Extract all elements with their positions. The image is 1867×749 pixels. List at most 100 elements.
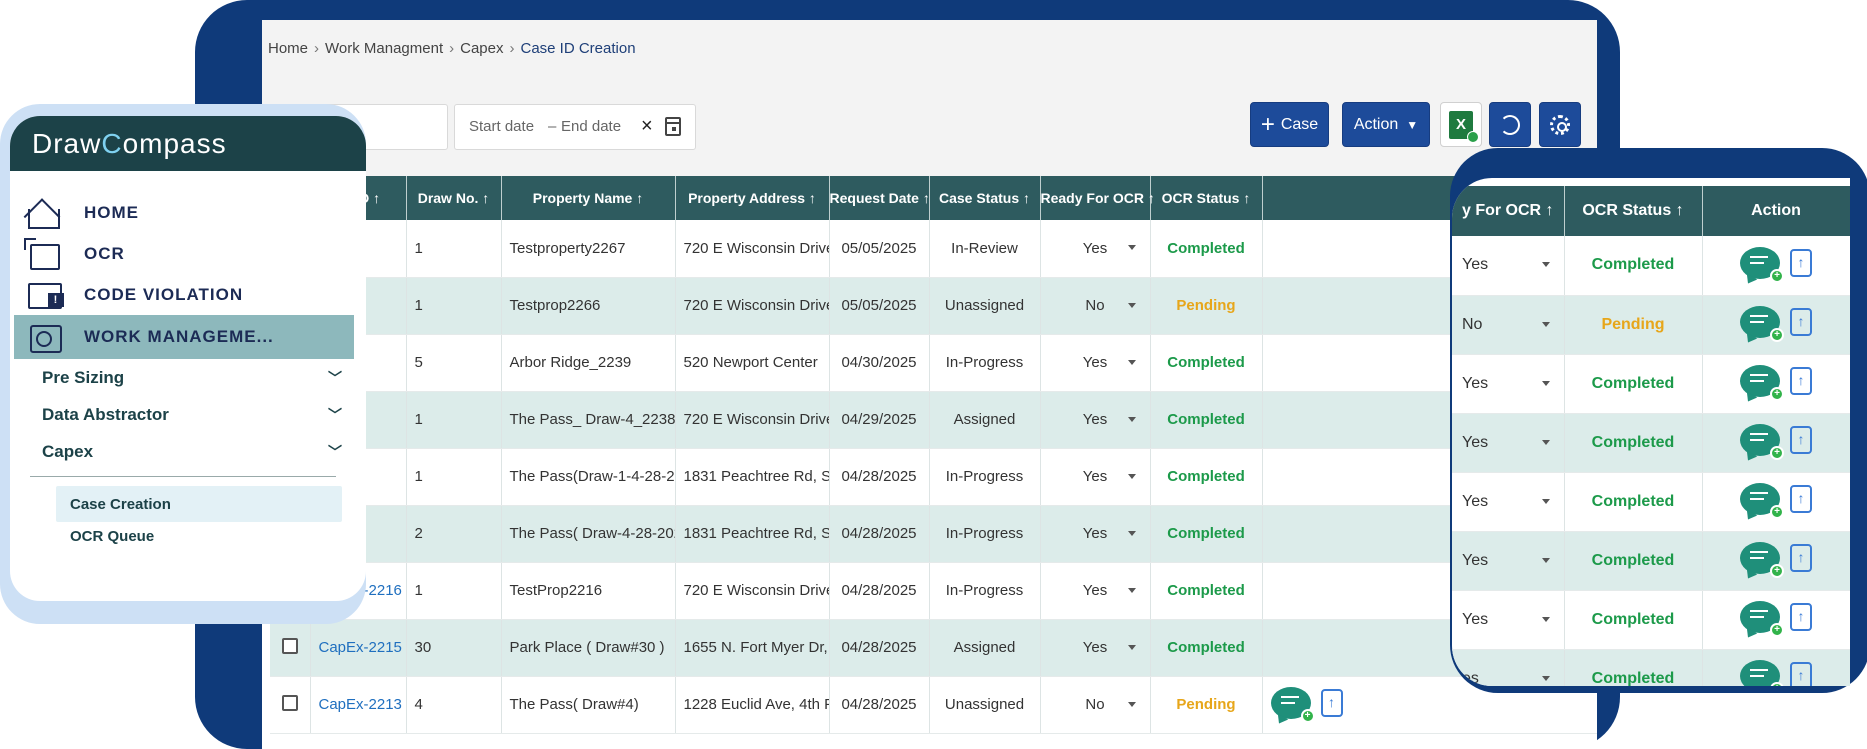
property-name: The Pass( Draw#4)	[501, 676, 676, 734]
sidebar-item-label: HOME	[84, 203, 139, 222]
ready-for-ocr-select[interactable]: Yes	[1040, 391, 1151, 449]
breadcrumb-work-management[interactable]: Work Managment	[325, 40, 444, 57]
add-comment-icon[interactable]: +	[1740, 483, 1784, 519]
breadcrumb-home[interactable]: Home	[268, 40, 309, 57]
header-property-address[interactable]: Property Address ↑	[675, 176, 830, 220]
sidebar-item-code-violation[interactable]: CODE VIOLATION	[24, 273, 364, 317]
ready-for-ocr-select[interactable]: No	[1040, 277, 1151, 335]
ready-for-ocr-select[interactable]: Yes	[1040, 448, 1151, 506]
ready-for-ocr-value: No	[1462, 315, 1483, 333]
ready-for-ocr-select[interactable]: Yes	[1040, 619, 1151, 677]
ready-for-ocr-select[interactable]: Yes	[1452, 472, 1565, 532]
ready-for-ocr-select[interactable]: Yes	[1040, 505, 1151, 563]
property-address: 1228 Euclid Ave, 4th F...	[675, 676, 830, 734]
upload-document-icon[interactable]: ↑	[1790, 426, 1812, 454]
zoom-header-ocr-status[interactable]: OCR Status ↑	[1564, 186, 1703, 236]
upload-document-icon[interactable]: ↑	[1790, 603, 1812, 631]
header-property-name[interactable]: Property Name ↑	[501, 176, 676, 220]
refresh-button[interactable]	[1489, 102, 1531, 147]
dropdown-arrow-icon	[1541, 321, 1550, 327]
date-range-picker[interactable]: Start date – End date ×	[454, 104, 696, 150]
property-address: 1831 Peachtree Rd, Sui...	[675, 505, 830, 563]
clear-date-icon[interactable]: ×	[641, 115, 653, 137]
add-comment-icon[interactable]: +	[1740, 365, 1784, 401]
calendar-icon[interactable]	[665, 117, 681, 136]
property-address: 1655 N. Fort Myer Dr, ...	[675, 619, 830, 677]
case-status: In-Progress	[929, 505, 1041, 563]
upload-document-icon[interactable]: ↑	[1790, 544, 1812, 572]
add-comment-icon[interactable]: +	[1740, 542, 1784, 578]
ready-for-ocr-select[interactable]: Yes	[1452, 531, 1565, 591]
ready-for-ocr-select[interactable]: Yes	[1452, 413, 1565, 473]
ready-for-ocr-select[interactable]: No	[1040, 676, 1151, 734]
row-actions: +↑	[1740, 601, 1812, 637]
add-case-button[interactable]: + Case	[1250, 102, 1329, 147]
header-draw-no[interactable]: Draw No. ↑	[406, 176, 502, 220]
action-cell: +↑	[1702, 295, 1850, 355]
ocr-status: Pending	[1150, 676, 1263, 734]
settings-button[interactable]	[1539, 102, 1581, 147]
sidebar-item-work-management[interactable]: WORK MANAGEME...	[14, 315, 354, 359]
header-case-status[interactable]: Case Status ↑	[929, 176, 1041, 220]
sidebar-leaf-case-creation[interactable]: Case Creation	[56, 486, 342, 522]
header-ready-for-ocr[interactable]: Ready For OCR ↑	[1040, 176, 1155, 220]
action-dropdown-button[interactable]: Action ▼	[1342, 102, 1430, 147]
upload-document-icon[interactable]: ↑	[1790, 248, 1812, 277]
ready-for-ocr-value: Yes	[1462, 492, 1489, 510]
ready-for-ocr-select[interactable]: Yes	[1040, 220, 1151, 278]
add-comment-icon[interactable]: +	[1740, 660, 1784, 686]
ready-for-ocr-select[interactable]: Yes	[1452, 590, 1565, 650]
sidebar-group-capex[interactable]: Capex ﹀	[42, 434, 342, 470]
sidebar-leaf-ocr-queue[interactable]: OCR Queue	[56, 518, 342, 554]
case-status: In-Progress	[929, 562, 1041, 620]
sidebar-group-data-abstractor[interactable]: Data Abstractor ﹀	[42, 397, 342, 433]
zoom-table: y For OCR ↑ OCR Status ↑ Action Yes Comp…	[1452, 186, 1850, 686]
add-comment-icon[interactable]: +	[1270, 686, 1315, 723]
ready-for-ocr-select[interactable]: Yes	[1040, 334, 1151, 392]
ready-for-ocr-select[interactable]: Yes	[1040, 562, 1151, 620]
dropdown-arrow-icon	[1541, 439, 1550, 445]
breadcrumb-current: Case ID Creation	[520, 40, 636, 57]
property-name: The Pass(Draw-1-4-28-2025)	[501, 448, 676, 506]
add-case-label: Case	[1280, 115, 1319, 133]
breadcrumb-capex[interactable]: Capex	[460, 40, 504, 57]
row-checkbox-cell[interactable]	[270, 676, 311, 734]
zoom-header-ready-for-ocr[interactable]: y For OCR ↑	[1452, 186, 1565, 236]
table-row: x-2238 1 The Pass_ Draw-4_2238 720 E Wis…	[270, 391, 1597, 449]
add-comment-icon[interactable]: +	[1740, 306, 1784, 342]
add-comment-icon[interactable]: +	[1740, 424, 1784, 460]
row-actions: +↑	[1740, 424, 1812, 460]
ready-for-ocr-select[interactable]: Yes	[1452, 354, 1565, 414]
row-checkbox[interactable]	[281, 694, 298, 711]
table-row: CapEx-2213 4 The Pass( Draw#4) 1228 Eucl…	[270, 676, 1597, 734]
ready-for-ocr-select[interactable]: es	[1452, 649, 1565, 686]
ready-for-ocr-select[interactable]: Yes	[1452, 236, 1565, 296]
header-request-date[interactable]: Request Date ↑	[829, 176, 930, 220]
upload-document-icon[interactable]: ↑	[1790, 662, 1812, 686]
dropdown-arrow-icon	[1541, 262, 1550, 267]
upload-document-icon[interactable]: ↑	[1790, 367, 1812, 395]
upload-document-icon[interactable]: ↑	[1790, 485, 1812, 513]
zoom-row: Yes Completed + ↑	[1452, 590, 1850, 650]
upload-document-icon[interactable]: ↑	[1790, 308, 1812, 336]
property-address: 720 E Wisconsin Drive	[675, 220, 830, 278]
export-excel-button[interactable]: X	[1440, 102, 1482, 147]
case-id-link[interactable]: CapEx-2215	[310, 619, 407, 677]
action-cell: +↑	[1702, 354, 1850, 414]
plus-badge-icon: +	[1770, 564, 1784, 578]
row-checkbox-cell[interactable]	[270, 619, 311, 677]
sidebar-group-pre-sizing[interactable]: Pre Sizing ﹀	[42, 360, 342, 396]
table-row: CapEx-2215 30 Park Place ( Draw#30 ) 165…	[270, 619, 1597, 677]
ready-for-ocr-select[interactable]: No	[1452, 295, 1565, 355]
request-date: 04/30/2025	[829, 334, 930, 392]
add-comment-icon[interactable]: +	[1740, 601, 1784, 637]
row-checkbox[interactable]	[281, 637, 298, 654]
chat-line	[1750, 498, 1764, 500]
case-id-link[interactable]: CapEx-2213	[310, 676, 407, 734]
sidebar-item-ocr[interactable]: OCR	[24, 232, 364, 276]
header-ocr-status[interactable]: OCR Status ↑	[1150, 176, 1263, 220]
ready-for-ocr-value: Yes	[1082, 525, 1108, 542]
sidebar-item-home[interactable]: HOME	[24, 191, 364, 235]
upload-document-icon[interactable]: ↑	[1320, 688, 1343, 717]
add-comment-icon[interactable]: +	[1740, 246, 1784, 283]
